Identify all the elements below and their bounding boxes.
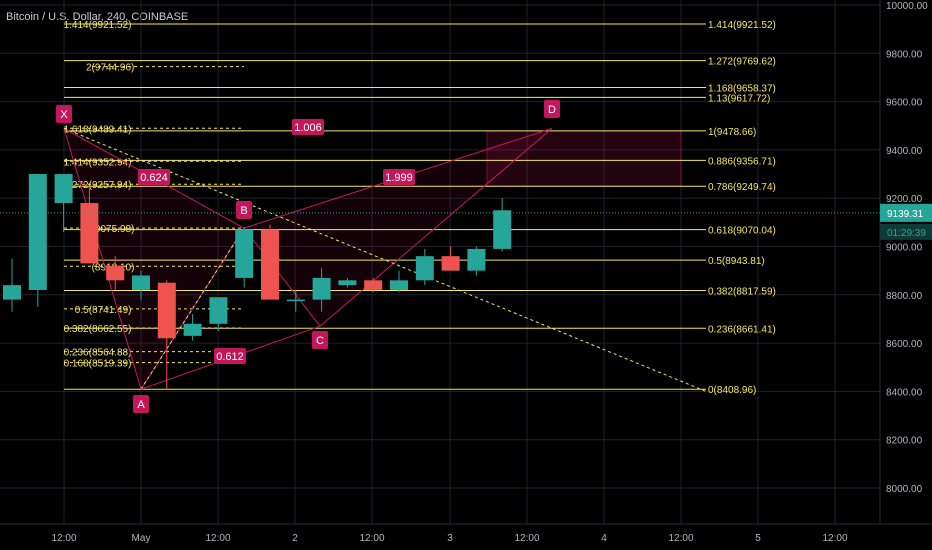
candle-body	[312, 277, 331, 300]
fib-label-left: 2(9744.96)	[86, 63, 134, 74]
pattern-point-label: B	[240, 205, 247, 217]
fib-label-right: 0.5(8943.81)	[708, 256, 765, 267]
y-tick-label: 9800.00	[886, 49, 923, 60]
ratio-label: 1.006	[294, 122, 322, 134]
fib-label-right: 0.382(8817.59)	[708, 287, 776, 298]
y-tick-label: 8000.00	[886, 484, 923, 495]
y-tick-label: 8200.00	[886, 436, 923, 447]
fib-label-right: 1.168(9658.37)	[708, 84, 776, 95]
ratio-label: 0.612	[216, 351, 244, 363]
fib-label-left: 0.236(8564.88)	[64, 348, 132, 359]
candle-body	[28, 174, 47, 290]
pattern-point-label: D	[548, 104, 556, 116]
candle-body	[132, 275, 150, 290]
x-tick-label: 12:00	[514, 533, 539, 544]
y-tick-label: 8400.00	[886, 387, 923, 398]
y-tick-label: 9600.00	[886, 98, 923, 109]
candle-body	[467, 248, 486, 271]
pattern-leg	[319, 128, 553, 327]
timer-badge-label: 01:29:39	[887, 228, 926, 239]
x-tick-label: 12:00	[359, 533, 384, 544]
candle-body	[183, 323, 202, 336]
fib-label-left: 1.618(9489.41)	[64, 124, 132, 135]
x-tick-label: 3	[447, 533, 453, 544]
y-tick-label: 8600.00	[886, 339, 923, 350]
price-badge-label: 9139.31	[887, 209, 924, 220]
pattern-point-label: X	[60, 109, 68, 121]
fib-label-right: 0.236(8661.41)	[708, 324, 776, 335]
candle-body	[106, 265, 125, 281]
x-tick-label: 4	[601, 533, 607, 544]
pattern-point-marker	[544, 100, 560, 118]
ratio-label: 1.999	[385, 172, 413, 184]
candle-body	[415, 256, 434, 281]
x-tick-label: 2	[292, 533, 298, 544]
fib-label-right: 0(8408.96)	[708, 385, 756, 396]
fib-label-left: 1.272(9257.94)	[64, 180, 132, 191]
fib-label-left: 0.168(8519.39)	[64, 359, 132, 370]
fib-label-right: 0.618(9070.04)	[708, 226, 776, 237]
ratio-box	[214, 348, 246, 364]
pattern-point-marker	[56, 105, 72, 123]
pattern-point-marker	[133, 395, 149, 413]
x-tick-label: 5	[755, 533, 761, 544]
ratio-box	[292, 119, 324, 135]
y-tick-label: 10000.00	[886, 1, 928, 12]
y-tick-label: 8800.00	[886, 291, 923, 302]
ratio-box	[138, 169, 170, 185]
y-tick-label: 9200.00	[886, 194, 923, 205]
candle-body	[3, 285, 21, 300]
candle-body	[441, 256, 460, 271]
price-badge	[880, 203, 932, 222]
ratio-label: 0.624	[140, 172, 168, 184]
x-tick-label: 12:00	[51, 533, 76, 544]
prz-box	[486, 130, 682, 187]
candle-body	[338, 280, 357, 286]
fib-label-right: 0.786(9249.74)	[708, 182, 776, 193]
candle-body	[493, 210, 512, 249]
pattern-leg	[63, 128, 142, 390]
x-tick-label: 12:00	[668, 533, 693, 544]
x-tick-label: 12:00	[205, 533, 230, 544]
timer-badge	[880, 223, 932, 240]
pattern-point-label: C	[316, 335, 324, 347]
candle-body	[261, 229, 279, 300]
candle-body	[80, 203, 99, 264]
x-tick-label: 12:00	[822, 533, 847, 544]
y-tick-label: 9000.00	[886, 243, 923, 254]
fib-label-left: 1.414(9352.94)	[64, 157, 132, 168]
candle-body	[286, 299, 305, 302]
fib-label-left: 0.382(8662.55)	[64, 324, 132, 335]
candle-body	[157, 282, 176, 339]
guide-ab	[140, 227, 245, 390]
fib-label-left: 1.414(9921.52)	[64, 20, 132, 31]
candle-body	[235, 229, 254, 278]
fib-label-right: 1.272(9769.62)	[708, 57, 776, 68]
pattern-leg	[243, 227, 321, 327]
x-tick-label: May	[132, 533, 151, 544]
ratio-box	[383, 169, 415, 185]
pattern-bcd-fill	[244, 128, 552, 327]
candle-body	[209, 297, 228, 324]
pattern-point-marker	[312, 331, 328, 349]
candle-body	[364, 280, 383, 290]
pattern-point-marker	[236, 201, 252, 219]
candle-body	[54, 174, 73, 204]
pattern-point-label: A	[137, 399, 145, 411]
fib-label-right: 1.414(9921.52)	[708, 20, 776, 31]
y-tick-label: 9400.00	[886, 146, 923, 157]
guide-xd	[63, 127, 707, 392]
fib-label-right: 0.886(9356.71)	[708, 156, 776, 167]
fib-label-left: 0.5(8741.49)	[75, 305, 132, 316]
chart-title: Bitcoin / U.S. Dollar, 240, COINBASE	[6, 11, 189, 23]
pattern-xab-fill	[64, 128, 244, 390]
fib-label-left: (9075.98)	[92, 224, 135, 235]
candle-body	[390, 280, 408, 290]
fib-label-right: 1.13(9617.72)	[708, 93, 770, 104]
fib-label-right: 1(9478.66)	[708, 127, 756, 138]
